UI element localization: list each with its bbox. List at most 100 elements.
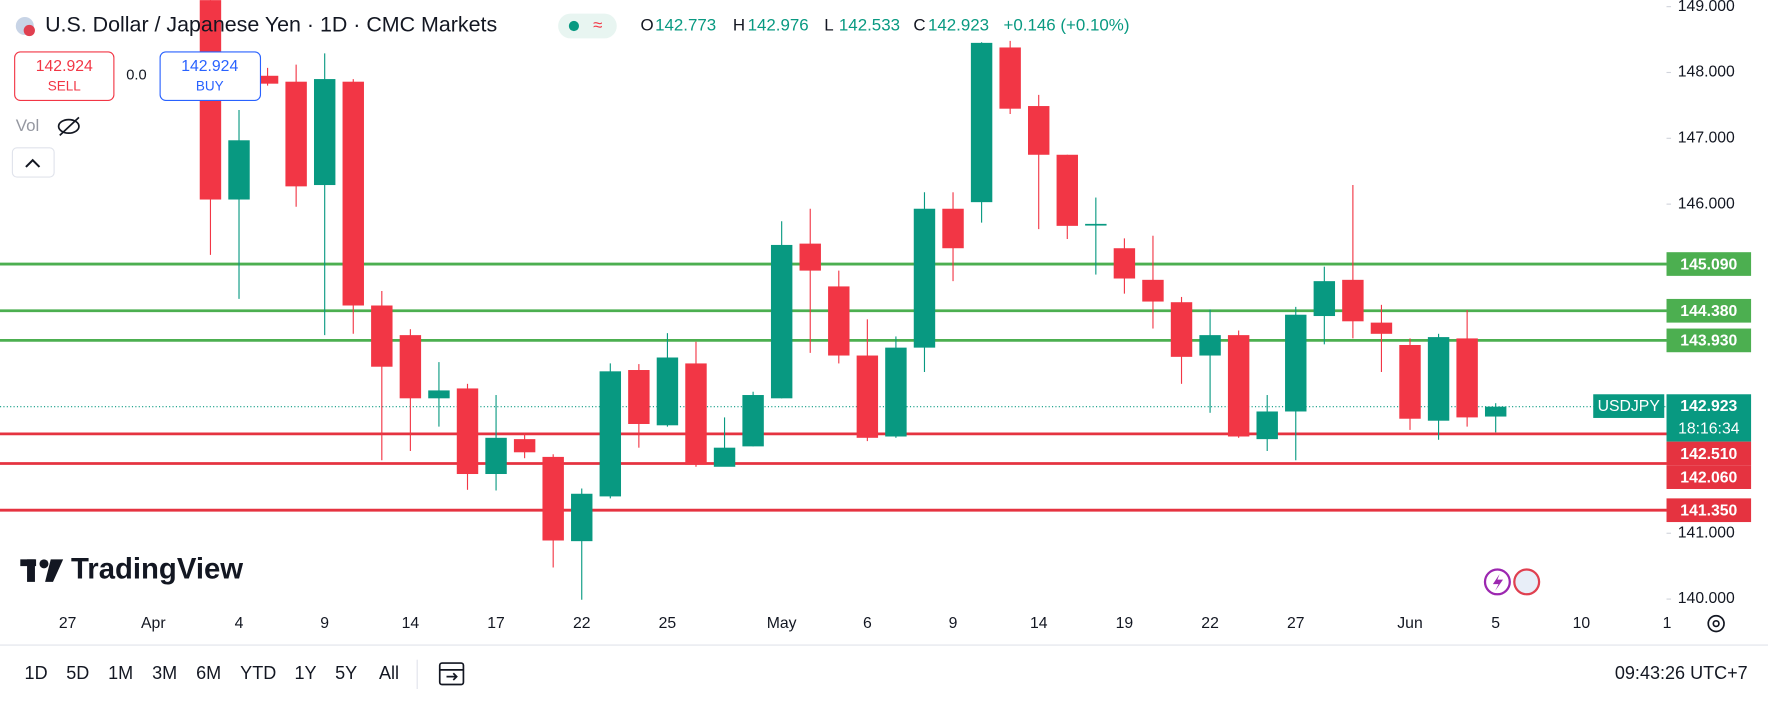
buy-price[interactable]: 142.924 [181,58,238,75]
buy-button[interactable] [159,51,262,101]
candle-body [656,357,679,426]
x-tick-label: 9 [949,615,958,632]
range-button[interactable]: 6M [196,663,221,683]
change: +0.146 (+0.10%) [1004,15,1130,34]
candle-body [1256,411,1278,440]
hide-icon[interactable] [57,116,80,136]
level-label: 144.380 [1680,303,1737,320]
x-tick-label: 6 [863,615,872,632]
x-tick-label: 14 [402,615,420,632]
range-button[interactable]: 5Y [335,663,357,683]
ohlc-value: 142.976 [748,15,809,34]
chevron-icon [25,158,41,168]
x-tick-label: May [767,615,797,632]
sell-price[interactable]: 142.924 [36,58,93,75]
candle-body [599,371,622,497]
candle-body [1342,279,1364,322]
x-tick-label: 10 [1573,615,1591,632]
ohlc-value: 142.773 [655,15,716,34]
candle-body [456,388,479,475]
level-label-box [1666,498,1752,523]
candle-body [799,243,821,271]
symbol-label: USDJPY [1598,398,1661,415]
x-tick-label: 19 [1116,615,1134,632]
x-tick-label: 9 [320,615,329,632]
candle-body [1028,106,1050,155]
ohlc-label: L [824,15,833,34]
volume-indicator[interactable]: Vol [16,116,40,135]
candle-body [228,140,250,200]
candle-body [256,75,279,84]
candle-body [513,439,536,453]
range-button[interactable]: 1D [25,663,48,683]
buy-label[interactable]: BUY [196,78,224,93]
x-tick-label: Jun [1397,615,1422,632]
x-tick-label: 14 [1030,615,1048,632]
clock: 09:43:26 UTC+7 [1615,663,1748,683]
price-label-box [1666,394,1752,442]
sell-label[interactable]: SELL [48,78,82,93]
spread: 0.0 [126,67,146,83]
ohlc-label: H [733,15,745,34]
price-axis: 149.000 148.000 147.000 146.000 141.000 140.0… [1593,0,1752,607]
range-toolbar: 1D 5D 1M 3M 6M YTD 1Y 5Y All [25,663,399,683]
x-tick-label: 22 [573,615,591,632]
x-tick-label: 22 [1201,615,1219,632]
candle-body [913,208,936,348]
candle-body [542,456,564,541]
symbol-title: U.S. Dollar / Japanese Yen · 1D · CMC Ma… [45,13,497,37]
x-tick-label: 4 [235,615,244,632]
candle-body [828,286,850,356]
candle-body [942,208,964,249]
range-button[interactable]: 5D [66,663,89,683]
candle-body [1170,302,1193,357]
candle-body [1370,322,1393,334]
range-button[interactable]: All [379,663,399,683]
candle-body [399,335,422,399]
candle-body [428,390,450,399]
candle-body [342,81,364,306]
candle-body [313,79,336,186]
data-status: ≈ [593,15,602,34]
y-tick-label: 149.000 [1678,0,1735,15]
range-button[interactable]: 1Y [295,663,317,683]
y-tick-label: 141.000 [1678,524,1735,541]
candle-body [713,447,736,467]
y-tick-label: 140.000 [1678,590,1735,607]
status-pill [558,13,617,39]
candle-body [770,244,793,399]
candle-body [628,370,650,424]
candle-body [1142,279,1164,302]
collapse-button[interactable] [11,147,55,178]
candle-body [371,305,393,367]
candle-body [742,395,764,447]
candle-body [685,363,707,465]
range-button[interactable]: 1M [108,663,133,683]
range-button[interactable]: 3M [152,663,177,683]
countdown: 18:16:34 [1678,420,1740,437]
candle-body [1056,154,1078,226]
level-label-box [1666,328,1752,353]
y-tick-label: 146.000 [1678,195,1735,212]
x-tick-label: 27 [59,615,77,632]
candle-body [1285,314,1307,412]
level-label: 142.060 [1680,469,1737,486]
calendar-icon[interactable] [438,662,465,686]
ohlc-value: 142.923 [928,15,989,34]
level-label: 141.350 [1680,503,1737,520]
logo-icon [20,559,64,582]
x-tick-label: 5 [1491,615,1500,632]
ohlc-value: 142.533 [839,15,900,34]
currency-icon [23,24,35,37]
level-label: 142.510 [1680,446,1737,463]
settings-icon[interactable] [1707,614,1725,633]
level-label-box [1666,465,1752,489]
candle-body [1113,248,1136,279]
x-tick-label: 25 [659,615,677,632]
sell-button[interactable] [14,51,115,101]
economic-event-icon[interactable] [1513,568,1541,596]
range-button[interactable]: YTD [240,663,276,683]
candle-body [1199,335,1221,356]
